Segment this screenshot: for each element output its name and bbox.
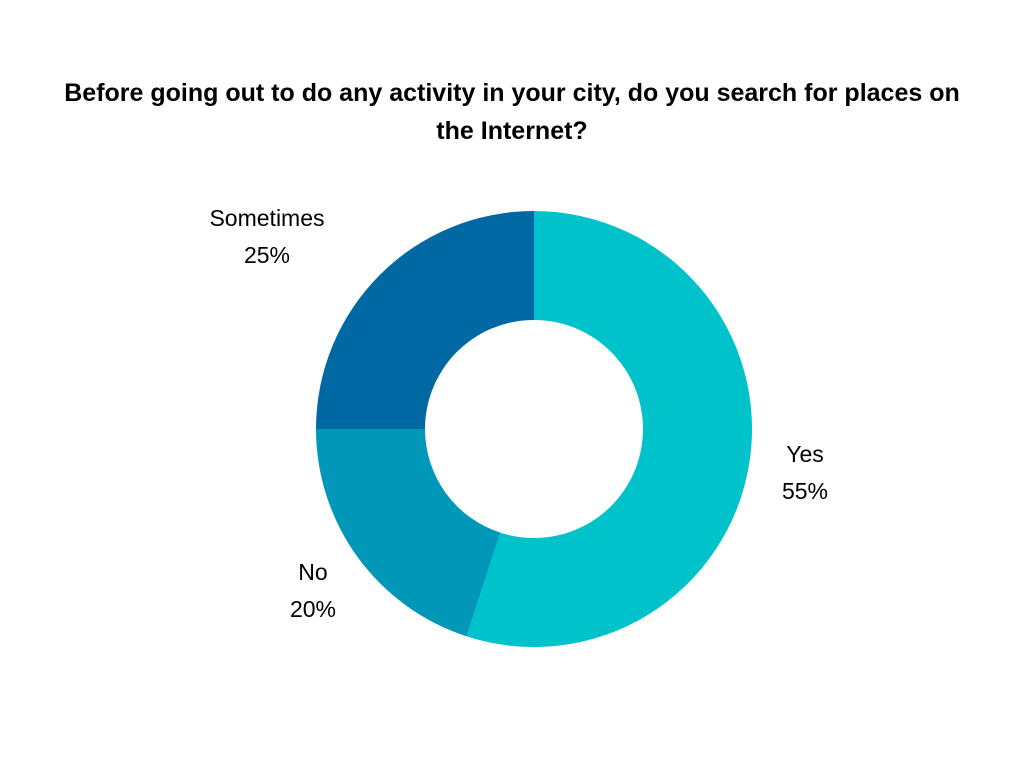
slice-label-no: No 20% bbox=[268, 554, 358, 628]
slice-label-sometimes-value: 25% bbox=[243, 242, 291, 268]
slice-sometimes bbox=[316, 211, 534, 429]
slice-label-sometimes: Sometimes 25% bbox=[187, 200, 347, 274]
slice-yes bbox=[466, 211, 752, 647]
chart-title: Before going out to do any activity in y… bbox=[64, 79, 960, 145]
slice-label-yes-name: Yes bbox=[786, 441, 824, 467]
slice-label-no-name: No bbox=[298, 559, 328, 585]
slice-label-no-value: 20% bbox=[289, 596, 337, 622]
slice-label-sometimes-name: Sometimes bbox=[209, 205, 325, 231]
slice-label-yes: Yes 55% bbox=[760, 436, 850, 510]
slice-label-yes-value: 55% bbox=[781, 478, 829, 504]
slice-no bbox=[316, 429, 501, 637]
